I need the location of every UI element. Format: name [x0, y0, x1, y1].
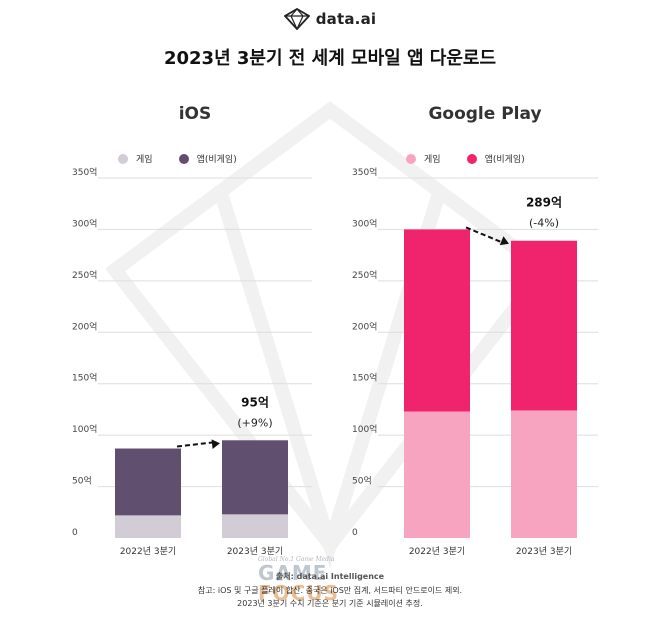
- legend-swatch: [466, 153, 477, 164]
- ios-y-tick-label: 150억: [72, 372, 97, 384]
- ios-bar-app: [222, 440, 288, 515]
- gp-change-label: (-4%): [529, 217, 559, 230]
- gp-y-tick-label: 0: [352, 528, 358, 538]
- legend-label: 게임: [136, 155, 153, 165]
- legend-swatch: [118, 153, 128, 164]
- ios-y-tick-label: 50억: [72, 475, 92, 487]
- stamp-wordmark: GAME FOCUS: [258, 563, 378, 603]
- google-play-panel-title: Google Play: [428, 104, 542, 124]
- gp-y-tick-label: 150억: [352, 372, 377, 384]
- ios-change-label: (+9%): [237, 416, 272, 429]
- stamp-tagline: Global No.1 Game Media: [258, 556, 335, 563]
- ios-change-arrow: [176, 441, 215, 448]
- gp-y-tick-label: 200억: [352, 320, 377, 332]
- ios-y-tick-label: 250억: [72, 269, 97, 281]
- source-credit: 출처: data.ai Intelligence: [275, 572, 385, 581]
- ios-y-tick-label: 350억: [72, 166, 97, 178]
- brand-logo: data.ai: [0, 8, 660, 32]
- ios-change-arrowhead: [211, 439, 220, 449]
- gp-x-tick-label: 2022년 3분기: [409, 546, 465, 557]
- stamp-word-focus: FOCUS: [258, 581, 339, 605]
- footnote-1: 참고: iOS 및 구글 플레이 합산. 중국은 iOS만 집계, 서드파티 안…: [197, 586, 463, 595]
- ios-x-tick-label: 2023년 3분기: [227, 546, 283, 557]
- gp-bar-game: [511, 410, 577, 538]
- gp-bar-game: [404, 411, 470, 538]
- legend-label: 앱(비게임): [196, 155, 237, 165]
- gp-change-arrow: [465, 226, 504, 244]
- legend-swatch: [406, 153, 416, 164]
- legend-label: 게임: [424, 155, 441, 165]
- ios-bar-game: [115, 515, 181, 538]
- ios-panel-title: iOS: [178, 104, 212, 124]
- ios-legend: 게임 앱(비게임): [118, 152, 237, 165]
- gp-x-tick-label: 2023년 3분기: [516, 546, 572, 557]
- ios-y-tick-label: 100억: [72, 423, 97, 435]
- page-title: 2023년 3분기 전 세계 모바일 앱 다운로드: [163, 48, 497, 69]
- ios-legend-game: 게임: [118, 152, 153, 165]
- gp-bar-app: [404, 229, 470, 412]
- gp-total-label: 289억: [526, 196, 562, 210]
- gp-bar-app: [511, 240, 577, 411]
- ios-x-tick-label: 2022년 3분기: [120, 546, 176, 557]
- logo-text: data.ai: [315, 10, 377, 28]
- gp-change-arrowhead: [499, 236, 509, 246]
- ios-y-tick-label: 300억: [72, 217, 97, 229]
- stamp-word-game: GAME: [258, 561, 328, 585]
- gp-y-tick-label: 300억: [352, 217, 377, 229]
- ios-y-tick-label: 200억: [72, 320, 97, 332]
- ios-bar-app: [115, 448, 181, 516]
- ios-total-label: 95억: [241, 395, 269, 409]
- gp-y-tick-label: 250억: [352, 269, 377, 281]
- ios-legend-app: 앱(비게임): [178, 152, 237, 165]
- gp-y-tick-label: 100억: [352, 423, 377, 435]
- google-play-legend: 게임 앱(비게임): [406, 152, 525, 165]
- gp-y-tick-label: 350억: [352, 166, 377, 178]
- footnote-2: 2023년 3분기 수치 기준은 분기 기준 시뮬레이션 추정.: [237, 599, 423, 608]
- legend-label: 앱(비게임): [484, 155, 525, 165]
- ios-y-tick-label: 0: [72, 528, 78, 538]
- data-ai-logo-icon: [283, 8, 310, 30]
- ios-bar-game: [222, 514, 288, 538]
- gp-y-tick-label: 50억: [352, 475, 372, 487]
- gp-legend-game: 게임: [406, 152, 441, 165]
- legend-swatch: [178, 153, 189, 164]
- gp-legend-app: 앱(비게임): [466, 152, 525, 165]
- game-focus-stamp: Global No.1 Game Media GAME FOCUS: [258, 556, 378, 603]
